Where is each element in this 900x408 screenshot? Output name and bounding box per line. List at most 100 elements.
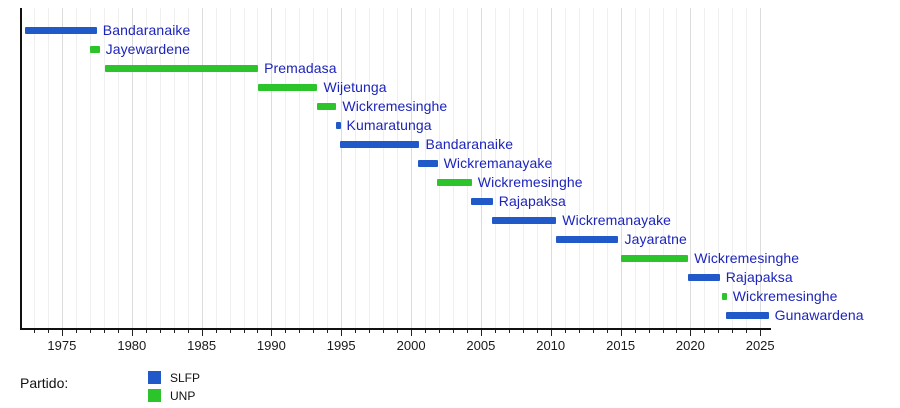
x-major-tick	[550, 330, 552, 336]
gridline	[201, 8, 203, 328]
x-tick-label: 2020	[675, 338, 705, 353]
gridline	[634, 8, 636, 328]
x-minor-tick	[494, 330, 496, 333]
bar-label: Wijetunga	[323, 79, 387, 95]
x-minor-tick	[159, 330, 161, 333]
timeline-bar	[492, 216, 557, 224]
gridline	[369, 8, 371, 328]
gridline	[299, 8, 301, 328]
gridline	[494, 8, 496, 328]
x-minor-tick	[662, 330, 664, 333]
bar-label: Wickremesinghe	[342, 98, 448, 114]
gridline	[564, 8, 566, 328]
x-major-tick	[271, 330, 273, 336]
x-minor-tick	[676, 330, 678, 333]
legend-label: UNP	[170, 389, 196, 403]
gridline	[159, 8, 161, 328]
x-minor-tick	[397, 330, 399, 333]
x-minor-tick	[299, 330, 301, 333]
x-major-tick	[131, 330, 133, 336]
x-minor-tick	[34, 330, 35, 333]
timeline-bar	[436, 178, 472, 186]
timeline-bar	[89, 45, 100, 53]
timeline-bar	[24, 26, 97, 34]
bar-label: Wickremesinghe	[732, 288, 838, 304]
gridline	[75, 8, 77, 328]
x-tick-label: 1995	[326, 338, 356, 353]
gridline	[271, 8, 273, 328]
bar-label: Gunawardena	[774, 307, 864, 323]
timeline-bar	[471, 197, 493, 205]
gridline	[285, 8, 287, 328]
gridline	[341, 8, 343, 328]
bar-label: Jayewardene	[105, 41, 190, 57]
x-minor-tick	[746, 330, 748, 333]
gridline	[690, 8, 692, 328]
legend-swatch-unp	[148, 389, 161, 402]
gridline	[453, 8, 454, 328]
x-major-tick	[411, 330, 413, 336]
timeline-bar	[721, 292, 727, 300]
gridline	[522, 8, 524, 328]
x-minor-tick	[718, 330, 720, 333]
gridline	[425, 8, 426, 328]
gridline	[662, 8, 664, 328]
gridline	[466, 8, 468, 328]
x-minor-tick	[592, 330, 594, 333]
x-minor-tick	[229, 330, 231, 333]
x-minor-tick	[173, 330, 175, 333]
x-minor-tick	[285, 330, 287, 333]
gridline	[620, 8, 622, 328]
x-tick-label: 1985	[187, 338, 217, 353]
bar-label: Rajapaksa	[498, 193, 566, 209]
x-major-tick	[480, 330, 482, 336]
x-minor-tick	[634, 330, 636, 333]
x-minor-tick	[466, 330, 468, 333]
y-axis	[20, 8, 22, 328]
x-minor-tick	[439, 330, 440, 333]
x-minor-tick	[578, 330, 580, 333]
gridline	[257, 8, 259, 328]
x-minor-tick	[75, 330, 77, 333]
x-major-tick	[61, 330, 63, 336]
gridline	[760, 8, 762, 328]
x-minor-tick	[257, 330, 259, 333]
bar-label: Jayaratne	[624, 231, 687, 247]
bar-label: Wickremesinghe	[477, 174, 583, 190]
x-minor-tick	[453, 330, 454, 333]
bar-label: Wickremanayake	[443, 155, 553, 171]
x-minor-tick	[564, 330, 566, 333]
timeline-bar	[687, 273, 720, 281]
timeline-bar	[335, 121, 341, 129]
bar-label: Wickremesinghe	[694, 250, 800, 266]
x-tick-label: 2010	[536, 338, 566, 353]
x-major-tick	[341, 330, 343, 336]
x-minor-tick	[508, 330, 510, 333]
x-tick-label: 1980	[117, 338, 147, 353]
x-major-tick	[690, 330, 692, 336]
x-tick-label: 2025	[745, 338, 775, 353]
bar-label: Rajapaksa	[725, 269, 793, 285]
timeline-bar	[339, 140, 420, 148]
x-minor-tick	[648, 330, 650, 333]
gridline	[732, 8, 734, 328]
gridline	[313, 8, 315, 328]
timeline-bar	[620, 254, 689, 262]
x-minor-tick	[117, 330, 119, 333]
gridline	[173, 8, 175, 328]
timeline-bar	[316, 102, 337, 110]
x-minor-tick	[425, 330, 426, 333]
gridline	[606, 8, 608, 328]
bar-label: Bandaranaike	[102, 22, 191, 38]
gridline	[578, 8, 580, 328]
gridline	[383, 8, 385, 328]
x-tick-label: 1990	[256, 338, 286, 353]
gridline	[243, 8, 245, 328]
gridline	[648, 8, 650, 328]
plot-area: 1975 1980 1985 1990 1995 2000 2005 2010 2015 2020…	[20, 8, 864, 353]
bar-label: Bandaranaike	[425, 136, 514, 152]
x-tick-label: 1975	[47, 338, 77, 353]
legend: Partido: SLFP UNP	[0, 366, 900, 408]
timeline-bar	[105, 64, 259, 72]
